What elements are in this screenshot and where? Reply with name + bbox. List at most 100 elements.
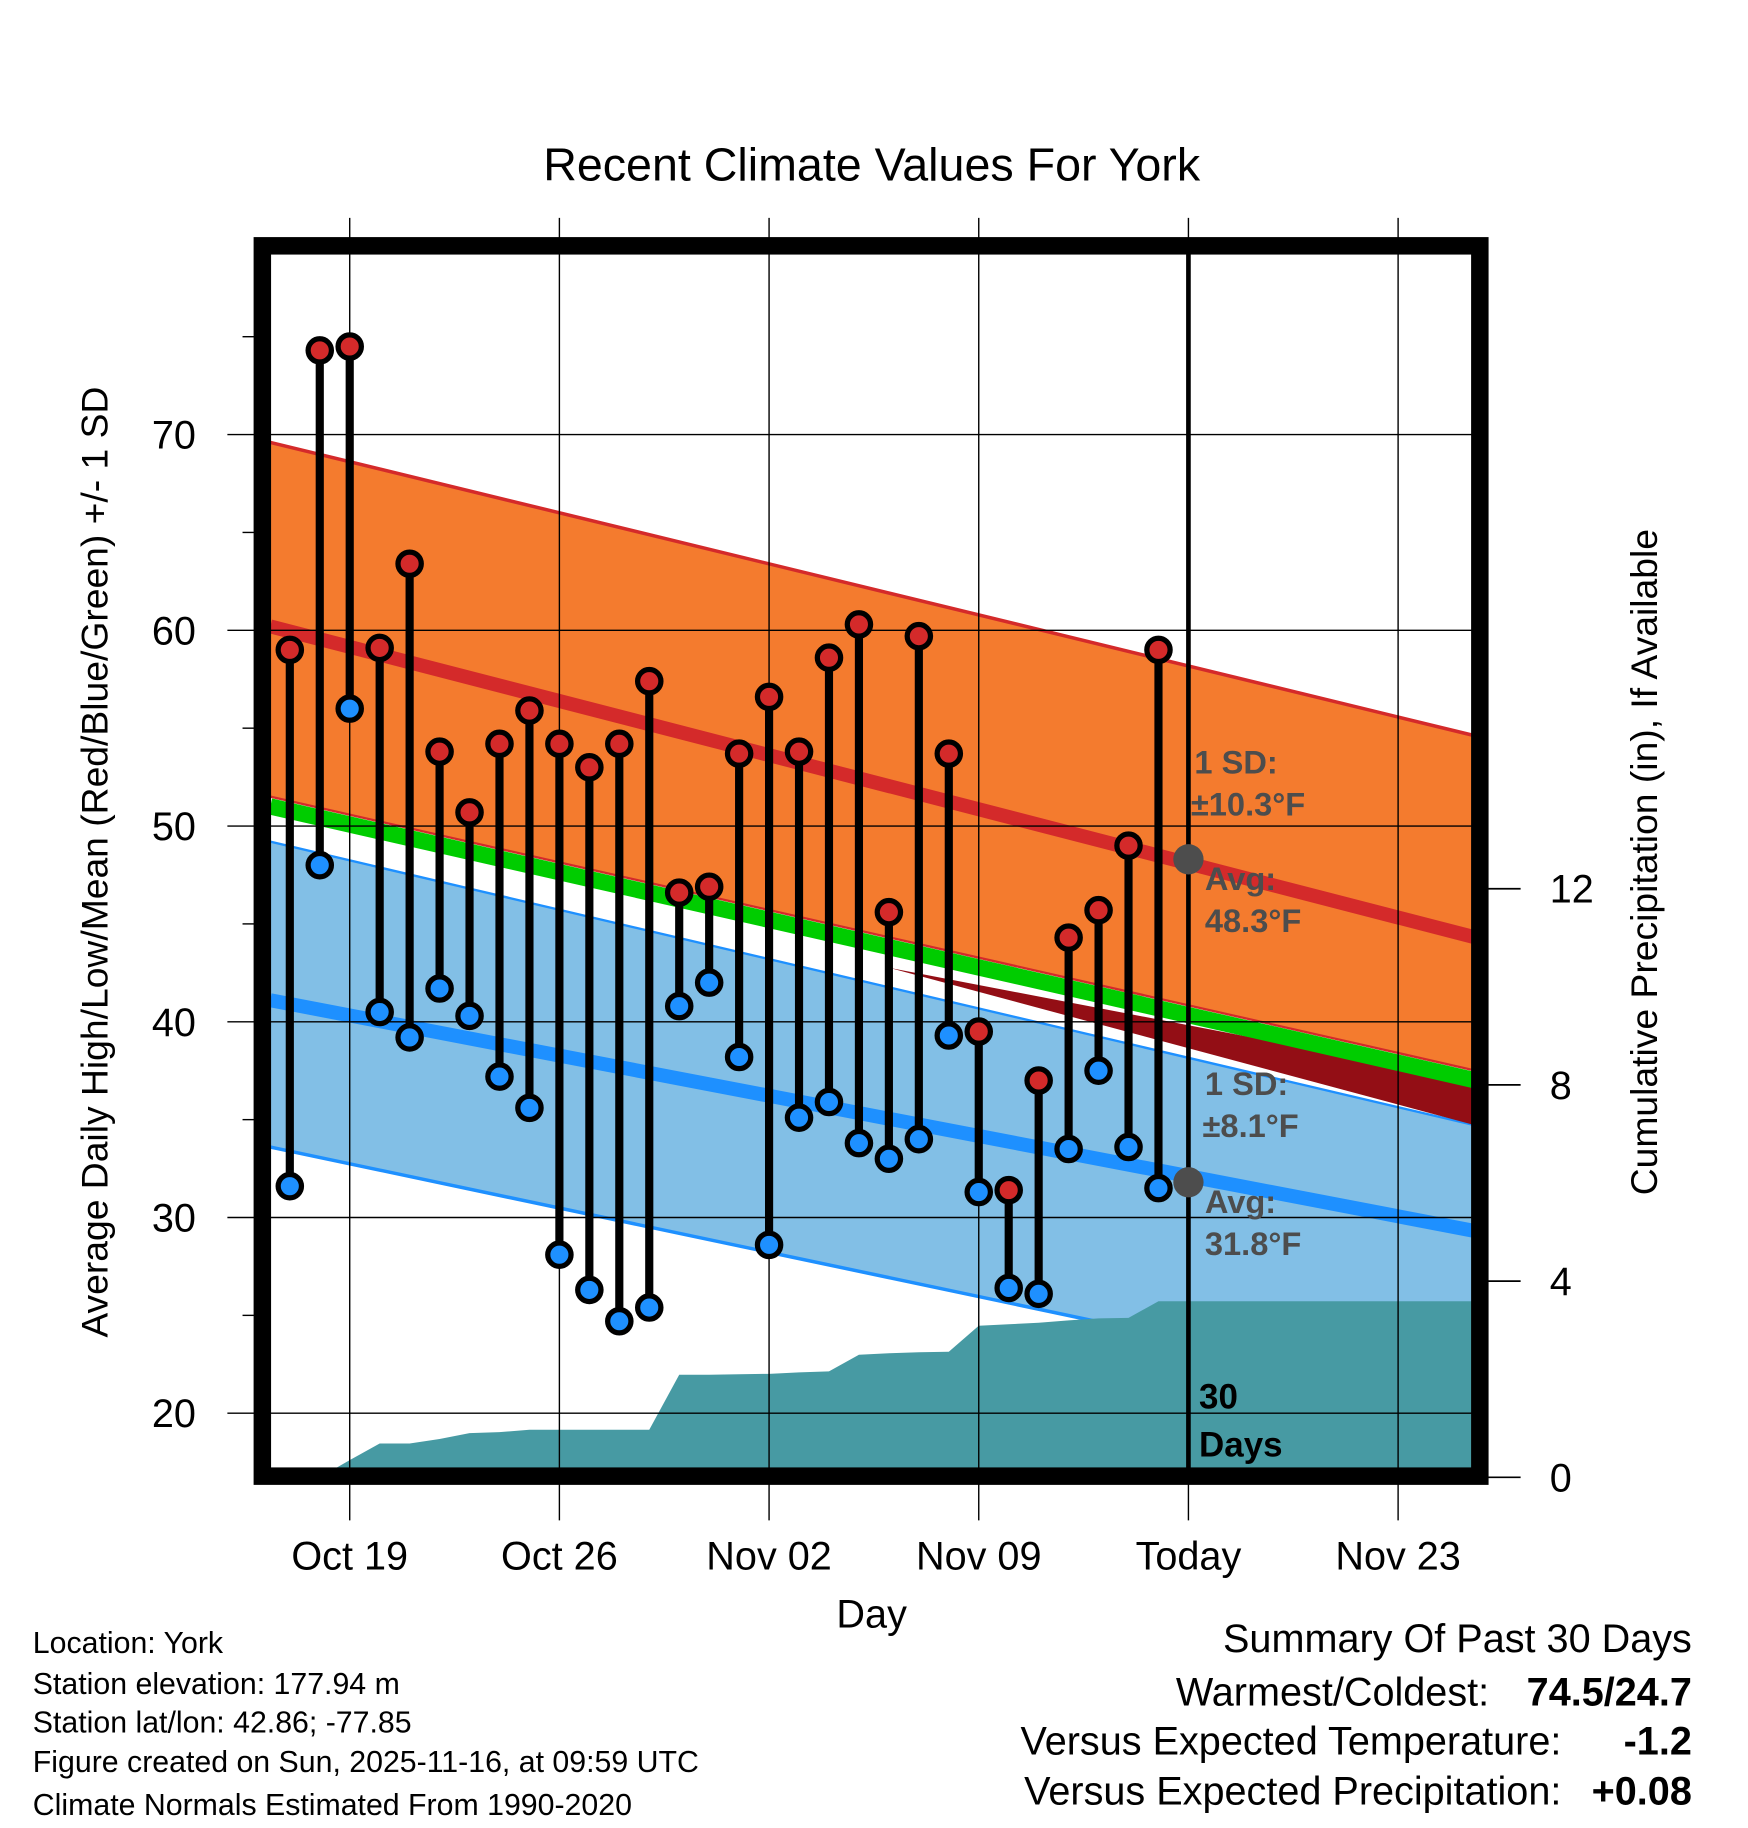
latlon-text: Station lat/lon: 42.86; -77.85 [33, 1706, 412, 1739]
daily-low-point [515, 1093, 544, 1123]
daily-high-point [275, 635, 305, 665]
today-avg-low-marker [1173, 1167, 1204, 1198]
days-label-line1: 30 [1199, 1378, 1238, 1417]
high-sd-band [270, 442, 1476, 1071]
daily-low-point [545, 1240, 574, 1269]
daily-high-point [305, 336, 335, 365]
daily-low-point [664, 991, 694, 1021]
high-avg-value: 48.3°F [1205, 902, 1301, 939]
high-sd-title: 1 SD: [1194, 744, 1277, 781]
daily-low-point [425, 974, 454, 1003]
daily-high-point [365, 633, 394, 663]
high-sd-value: ±10.3°F [1191, 786, 1305, 823]
daily-high-point [425, 737, 454, 766]
daily-low-point [814, 1087, 844, 1117]
daily-low-point [1144, 1173, 1173, 1203]
daily-high-point [1084, 895, 1113, 925]
daily-high-point [455, 798, 484, 827]
daily-low-point [1114, 1132, 1143, 1162]
daily-low-point [904, 1124, 934, 1154]
cumulative-precip-area [336, 1301, 1476, 1468]
daily-low-point [844, 1128, 874, 1158]
today-avg-high-marker [1173, 844, 1204, 875]
daily-high-point [335, 332, 364, 361]
daily-high-point [964, 1017, 994, 1046]
x-tick-label: Today [1136, 1534, 1242, 1578]
x-tick-label: Nov 09 [916, 1534, 1042, 1578]
daily-high-point [754, 682, 784, 712]
temp-value: -1.2 [1624, 1720, 1692, 1764]
x-tick-label: Nov 02 [706, 1534, 832, 1578]
daily-low-point [485, 1062, 514, 1091]
annotations: 1 SD: ±10.3°F Avg: 48.3°F 1 SD: ±8.1°F A… [1191, 744, 1305, 1465]
daily-low-point [455, 1001, 484, 1031]
daily-high-point [844, 610, 874, 639]
daily-high-point [515, 696, 544, 725]
daily-high-point [485, 729, 514, 759]
overlap-band [888, 967, 1476, 1126]
avg-low-line [270, 993, 1478, 1239]
y-tick-label: 60 [152, 609, 196, 653]
precip-value: +0.08 [1592, 1770, 1692, 1814]
daily-low-point [724, 1042, 754, 1072]
chart-title: Recent Climate Values For York [543, 139, 1201, 191]
daily-low-point [395, 1023, 424, 1052]
daily-high-point [395, 549, 424, 579]
y2-tick-label: 4 [1550, 1260, 1572, 1304]
daily-high-point [694, 872, 724, 901]
daily-high-point [814, 643, 844, 672]
daily-low-point [784, 1103, 814, 1132]
daily-high-point [1054, 923, 1083, 952]
daily-high-point [634, 666, 664, 696]
daily-high-point [605, 729, 634, 759]
daily-low-point [634, 1293, 664, 1322]
created-text: Figure created on Sun, 2025-11-16, at 09… [33, 1746, 699, 1779]
summary-title: Summary Of Past 30 Days [1223, 1617, 1692, 1661]
daily-high-point [545, 729, 574, 759]
daily-low-point [365, 997, 394, 1027]
y-tick-label: 20 [152, 1392, 196, 1436]
y2-tick-label: 12 [1550, 868, 1594, 912]
daily-high-point [724, 739, 754, 768]
daily-high-point [904, 621, 934, 651]
precip-label: Versus Expected Precipitation: [1024, 1770, 1561, 1814]
x-tick-label: Nov 23 [1335, 1534, 1461, 1578]
low-sd-title: 1 SD: [1205, 1065, 1288, 1102]
low-avg-value: 31.8°F [1205, 1225, 1301, 1262]
x-tick-label: Oct 26 [501, 1534, 618, 1578]
temp-label: Versus Expected Temperature: [1020, 1720, 1561, 1764]
daily-low-point [874, 1144, 904, 1174]
daily-low-point [1024, 1279, 1053, 1309]
daily-low-point [305, 850, 335, 880]
y-tick-label: 40 [152, 1001, 196, 1045]
y-tick-label: 30 [152, 1196, 196, 1240]
low-avg-title: Avg: [1205, 1183, 1276, 1220]
daily-low-point [1084, 1056, 1113, 1085]
warm-cold-label: Warmest/Coldest: [1176, 1671, 1489, 1715]
daily-low-point [964, 1177, 994, 1207]
daily-low-point [275, 1171, 305, 1201]
x-tick-label: Oct 19 [291, 1534, 408, 1578]
avg-high-line [270, 619, 1478, 945]
days-label-line2: Days [1199, 1425, 1283, 1464]
daily-low-point [694, 968, 724, 997]
daily-high-point [664, 878, 694, 907]
high-avg-title: Avg: [1205, 860, 1276, 897]
location-text: Location: York [33, 1627, 224, 1660]
daily-high-point [1024, 1066, 1053, 1095]
plot-frame [253, 237, 1489, 1485]
daily-high-point [784, 737, 814, 766]
daily-high-point [575, 753, 604, 782]
warm-cold-value: 74.5/24.7 [1527, 1671, 1692, 1715]
y-axis-label: Average Daily High/Low/Mean (Red/Blue/Gr… [73, 387, 115, 1338]
daily-low-point [994, 1273, 1023, 1303]
summary: Summary Of Past 30 Days Warmest/Coldest:… [1020, 1617, 1691, 1814]
daily-high-point [1144, 635, 1173, 665]
station-info: Location: York Station elevation: 177.94… [33, 1627, 699, 1822]
y-tick-label: 70 [152, 414, 196, 458]
daily-high-point [874, 897, 904, 927]
daily-low-point [754, 1230, 784, 1260]
daily-low-point [575, 1275, 604, 1305]
y2-axis-label: Cumulative Precipitation (in), If Availa… [1623, 529, 1665, 1195]
